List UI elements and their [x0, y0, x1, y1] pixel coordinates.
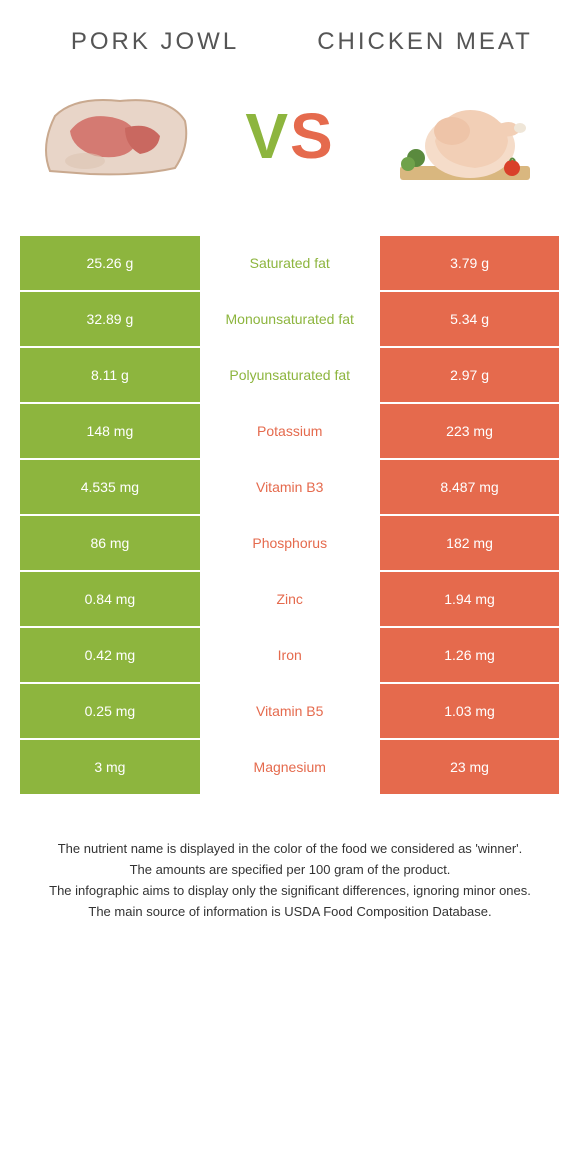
footnotes: The nutrient name is displayed in the co… [20, 840, 560, 921]
table-row: 0.42 mgIron1.26 mg [20, 628, 560, 684]
right-value: 1.03 mg [380, 684, 560, 740]
left-value: 8.11 g [20, 348, 200, 404]
table-row: 25.26 gSaturated fat3.79 g [20, 236, 560, 292]
right-value: 3.79 g [380, 236, 560, 292]
right-food-title: CHICKEN MEAT [304, 28, 547, 56]
footnote-line: The main source of information is USDA F… [38, 903, 542, 922]
table-row: 3 mgMagnesium23 mg [20, 740, 560, 796]
nutrient-table: 25.26 gSaturated fat3.79 g32.89 gMonouns… [20, 236, 560, 796]
vs-s: S [290, 100, 335, 172]
nutrient-label: Iron [200, 628, 380, 684]
left-value: 25.26 g [20, 236, 200, 292]
table-row: 0.25 mgVitamin B51.03 mg [20, 684, 560, 740]
nutrient-label: Zinc [200, 572, 380, 628]
left-value: 0.25 mg [20, 684, 200, 740]
nutrient-label: Polyunsaturated fat [200, 348, 380, 404]
vs-label: VS [245, 99, 334, 173]
vs-v: V [245, 100, 290, 172]
left-value: 32.89 g [20, 292, 200, 348]
right-value: 182 mg [380, 516, 560, 572]
left-value: 3 mg [20, 740, 200, 796]
right-value: 1.26 mg [380, 628, 560, 684]
table-row: 0.84 mgZinc1.94 mg [20, 572, 560, 628]
left-value: 86 mg [20, 516, 200, 572]
left-value: 148 mg [20, 404, 200, 460]
left-value: 0.42 mg [20, 628, 200, 684]
nutrient-label: Vitamin B3 [200, 460, 380, 516]
right-value: 1.94 mg [380, 572, 560, 628]
right-value: 2.97 g [380, 348, 560, 404]
left-food-title: PORK JOWL [34, 28, 277, 56]
footnote-line: The infographic aims to display only the… [38, 882, 542, 901]
nutrient-label: Saturated fat [200, 236, 380, 292]
table-row: 8.11 gPolyunsaturated fat2.97 g [20, 348, 560, 404]
table-row: 148 mgPotassium223 mg [20, 404, 560, 460]
nutrient-label: Vitamin B5 [200, 684, 380, 740]
images-row: VS [20, 76, 560, 196]
right-value: 23 mg [380, 740, 560, 796]
nutrient-label: Potassium [200, 404, 380, 460]
left-value: 4.535 mg [20, 460, 200, 516]
left-value: 0.84 mg [20, 572, 200, 628]
nutrient-label: Monounsaturated fat [200, 292, 380, 348]
table-row: 86 mgPhosphorus182 mg [20, 516, 560, 572]
comparison-header: PORK JOWL CHICKEN MEAT [20, 28, 560, 56]
right-value: 8.487 mg [380, 460, 560, 516]
footnote-line: The amounts are specified per 100 gram o… [38, 861, 542, 880]
right-value: 223 mg [380, 404, 560, 460]
pork-jowl-image [30, 76, 200, 196]
nutrient-label: Phosphorus [200, 516, 380, 572]
chicken-meat-image [380, 76, 550, 196]
right-value: 5.34 g [380, 292, 560, 348]
nutrient-label: Magnesium [200, 740, 380, 796]
footnote-line: The nutrient name is displayed in the co… [38, 840, 542, 859]
table-row: 4.535 mgVitamin B38.487 mg [20, 460, 560, 516]
table-row: 32.89 gMonounsaturated fat5.34 g [20, 292, 560, 348]
